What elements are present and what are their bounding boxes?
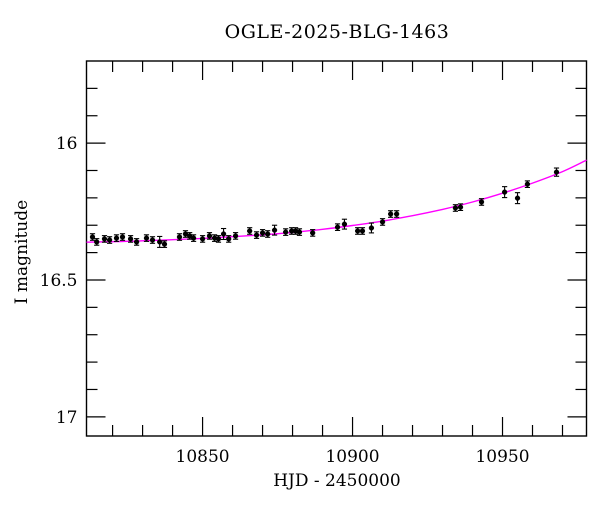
data-point [387,210,394,218]
data-point [310,229,316,237]
data-point [199,235,206,243]
plot-frame [85,60,588,437]
data-point [211,234,218,242]
data-points [89,167,560,248]
x-tick-label: 10850 [176,447,230,467]
data-point [226,235,232,243]
y-axis-label: I magnitude [12,199,32,305]
y-tick-label: 17 [56,408,78,428]
data-point [457,203,464,212]
y-tick-label: 16 [56,134,78,154]
data-point [89,233,96,241]
data-point [334,223,341,231]
data-point [379,218,386,226]
data-point [220,227,227,241]
y-tick-label: 16.5 [40,271,78,291]
data-point [119,233,126,241]
data-point [296,228,303,236]
data-point [206,232,213,240]
data-point [368,222,375,234]
data-point [176,233,183,241]
data-point [354,227,361,235]
data-point [359,227,366,235]
data-point [161,240,168,248]
data-point [341,218,348,230]
data-point [190,234,197,242]
x-tick-label: 10950 [475,447,529,467]
data-point [149,236,156,244]
data-point [514,192,521,205]
data-point [94,238,100,246]
x-axis-label: HJD - 2450000 [273,471,401,491]
data-point [259,229,266,237]
data-point [232,232,239,240]
data-point [143,234,150,242]
data-point [393,210,400,218]
data-point [113,234,120,242]
data-point [501,186,508,199]
data-point [215,235,222,243]
data-point [553,167,560,177]
data-point [127,235,134,243]
data-point [283,228,289,236]
x-tick-label: 10900 [325,447,379,467]
data-point [253,231,260,239]
data-point [157,235,163,248]
data-point [524,180,531,189]
data-point [101,235,108,243]
data-point [478,198,485,206]
data-point [452,204,459,212]
data-point [265,230,271,238]
data-point [247,227,253,235]
data-point [133,238,140,246]
plot-title: OGLE-2025-BLG-1463 [224,21,450,43]
data-point [106,236,113,244]
data-point [271,224,278,236]
